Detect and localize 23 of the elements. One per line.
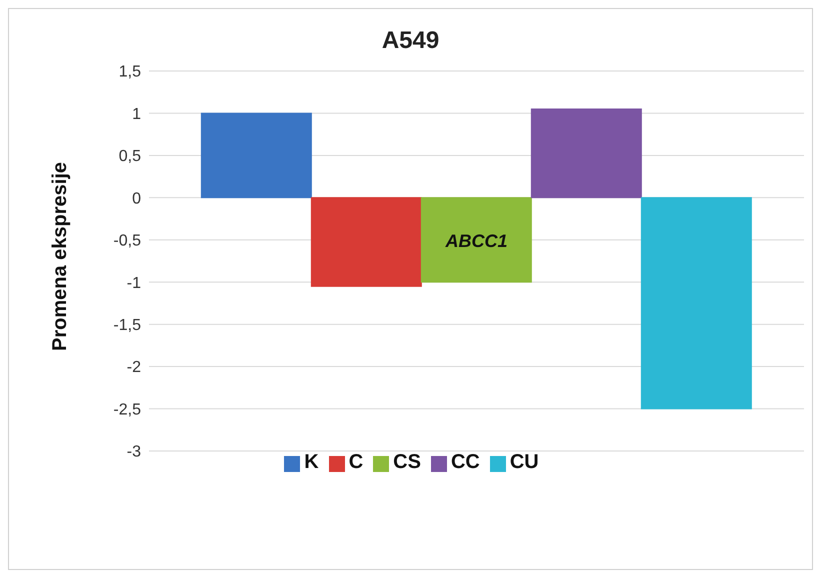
bar xyxy=(310,197,422,287)
y-tick-label: -1,5 xyxy=(113,317,142,334)
legend-label: K xyxy=(304,451,319,473)
y-axis-title: Promena ekspresije xyxy=(49,162,72,351)
y-tick-label: -1 xyxy=(126,274,142,292)
bar xyxy=(640,197,752,410)
x-tick-label: ABCC1 xyxy=(444,230,508,252)
bar xyxy=(420,197,532,283)
legend-label: CC xyxy=(450,451,480,473)
chart-title: A549 xyxy=(380,27,440,55)
y-tick-label: -0,5 xyxy=(113,232,142,250)
bar xyxy=(200,112,312,198)
y-tick-label: 0,5 xyxy=(118,148,142,166)
y-tick-label: -2,5 xyxy=(113,401,142,418)
legend-label: CU xyxy=(510,451,539,473)
y-tick-label: 0 xyxy=(132,190,142,208)
y-tick-label: -3 xyxy=(126,444,142,461)
y-tick-label: 1 xyxy=(132,106,142,123)
y-tick-label: 1,5 xyxy=(118,64,142,81)
y-tick-label: -2 xyxy=(126,359,142,376)
bar xyxy=(530,108,642,198)
legend-label: C xyxy=(348,451,364,473)
legend-label: CS xyxy=(393,451,421,473)
